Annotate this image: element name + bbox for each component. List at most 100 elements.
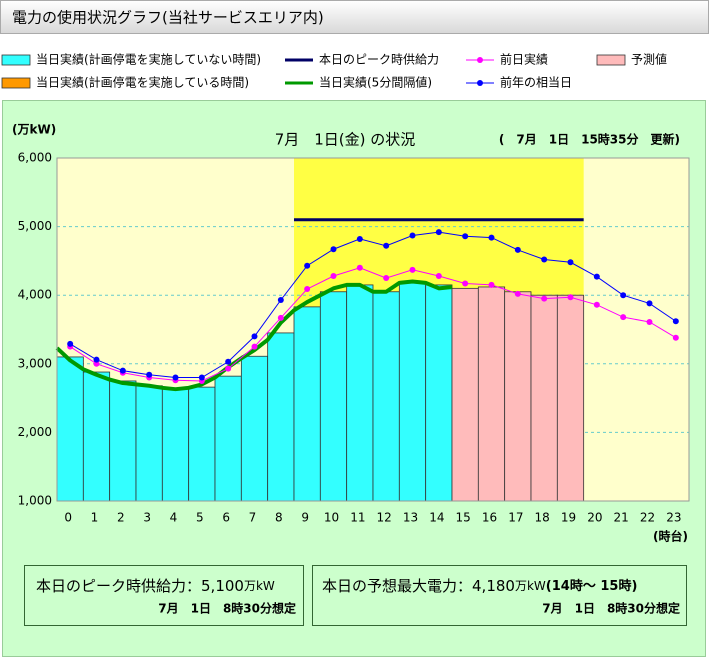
x-tick-label: 7 bbox=[249, 511, 257, 525]
info-period: (14時～ 15時) bbox=[546, 578, 638, 594]
x-tick-label: 12 bbox=[377, 511, 392, 525]
point bbox=[225, 365, 232, 372]
legend-swatch bbox=[596, 54, 626, 66]
point bbox=[93, 360, 100, 367]
info-note: 7月 1日 8時30分想定 bbox=[542, 601, 680, 616]
title-bar bbox=[0, 0, 709, 34]
bar bbox=[425, 284, 453, 502]
line bbox=[69, 267, 677, 382]
info-title: 本日のピーク時供給力： bbox=[36, 577, 201, 595]
point bbox=[488, 281, 495, 288]
line bbox=[69, 231, 677, 379]
x-tick-label: 6 bbox=[222, 511, 230, 525]
point bbox=[67, 340, 74, 347]
point bbox=[593, 273, 600, 280]
line bbox=[55, 279, 453, 392]
legend-label: 前年の相当日 bbox=[500, 75, 572, 90]
info-box bbox=[24, 565, 304, 626]
info-value: 4,180 bbox=[472, 577, 515, 595]
point bbox=[251, 343, 258, 350]
point bbox=[304, 262, 311, 269]
y-axis-label: (万kW) bbox=[12, 123, 56, 137]
point bbox=[620, 292, 627, 299]
x-tick-label: 2 bbox=[117, 511, 125, 525]
x-tick-label: 4 bbox=[170, 511, 178, 525]
x-tick-label: 16 bbox=[482, 511, 497, 525]
y-tick-label: 5,000 bbox=[18, 219, 52, 233]
legend-swatch bbox=[1, 77, 31, 89]
info-title: 本日の予想最大電力： bbox=[322, 577, 472, 595]
point bbox=[330, 246, 337, 253]
x-tick-label: 1 bbox=[91, 511, 99, 525]
legend-swatch bbox=[477, 80, 483, 86]
point bbox=[93, 356, 100, 363]
info-box bbox=[312, 565, 687, 626]
legend-label: 当日実績(計画停電を実施している時間) bbox=[36, 75, 249, 90]
x-tick-label: 11 bbox=[350, 511, 365, 525]
x-axis-label: (時台) bbox=[653, 529, 688, 544]
x-tick-label: 15 bbox=[456, 511, 471, 525]
point bbox=[567, 259, 574, 266]
bar bbox=[504, 291, 532, 502]
point bbox=[488, 234, 495, 241]
info-text: 本日の予想最大電力：4,180万kW(14時～ 15時) bbox=[322, 577, 637, 595]
point bbox=[383, 242, 390, 249]
bar bbox=[267, 332, 295, 502]
legend-swatch bbox=[1, 54, 31, 66]
y-tick-label: 3,000 bbox=[18, 356, 52, 370]
bar bbox=[398, 282, 427, 502]
x-tick-label: 14 bbox=[429, 511, 444, 525]
x-tick-label: 13 bbox=[403, 511, 418, 525]
bar bbox=[188, 386, 216, 502]
x-tick-label: 10 bbox=[324, 511, 339, 525]
point bbox=[672, 334, 679, 341]
x-tick-label: 18 bbox=[535, 511, 550, 525]
y-tick-label: 6,000 bbox=[18, 151, 52, 165]
bar bbox=[82, 371, 111, 502]
x-tick-label: 8 bbox=[275, 511, 283, 525]
x-tick-label: 5 bbox=[196, 511, 204, 525]
x-tick-label: 0 bbox=[64, 511, 72, 525]
x-tick-label: 22 bbox=[640, 511, 655, 525]
point bbox=[435, 229, 442, 236]
point bbox=[225, 358, 232, 365]
info-unit: 万kW bbox=[515, 579, 546, 593]
point bbox=[435, 272, 442, 279]
x-tick-label: 20 bbox=[587, 511, 602, 525]
bar bbox=[161, 388, 190, 502]
point bbox=[646, 300, 653, 307]
legend-label: 当日実績(5分間隔値) bbox=[319, 75, 432, 90]
point bbox=[409, 266, 416, 273]
point bbox=[330, 272, 337, 279]
y-tick-label: 4,000 bbox=[18, 288, 52, 302]
point bbox=[593, 301, 600, 308]
legend-label: 前日実績 bbox=[500, 52, 548, 67]
bar bbox=[109, 380, 137, 502]
point bbox=[277, 297, 284, 304]
y-tick-label: 2,000 bbox=[18, 425, 52, 439]
info-value: 5,100 bbox=[201, 577, 244, 595]
point bbox=[514, 290, 521, 297]
point bbox=[672, 318, 679, 325]
point bbox=[620, 314, 627, 321]
point bbox=[304, 286, 311, 293]
info-note: 7月 1日 8時30分想定 bbox=[158, 601, 296, 616]
point bbox=[172, 374, 179, 381]
point bbox=[277, 314, 284, 321]
x-tick-label: 21 bbox=[614, 511, 629, 525]
point bbox=[356, 235, 363, 242]
x-tick-label: 17 bbox=[508, 511, 523, 525]
y-tick-label: 1,000 bbox=[18, 494, 52, 508]
plot-border bbox=[56, 157, 690, 502]
bar bbox=[293, 306, 321, 502]
info-unit: 万kW bbox=[244, 579, 275, 593]
point bbox=[541, 256, 548, 263]
point bbox=[514, 246, 521, 253]
x-tick-label: 9 bbox=[301, 511, 309, 525]
point bbox=[383, 275, 390, 282]
bar bbox=[240, 355, 269, 502]
point bbox=[119, 367, 126, 374]
legend-swatch bbox=[477, 57, 483, 63]
